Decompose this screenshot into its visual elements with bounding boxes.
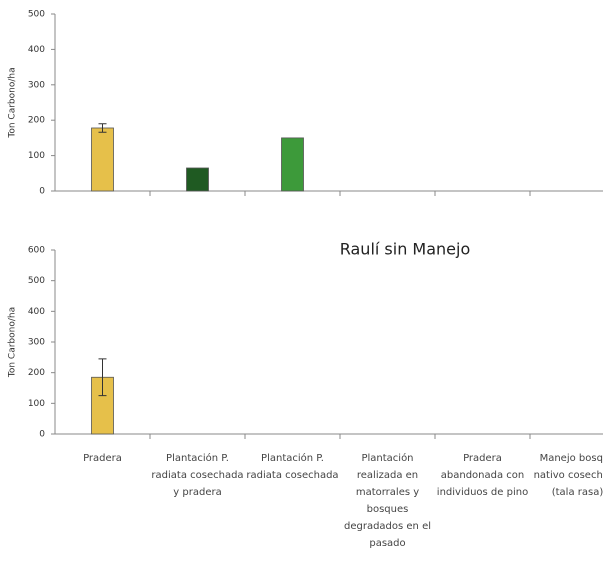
error-bar xyxy=(98,123,107,133)
y-tick-label: 100 xyxy=(28,399,45,409)
y-tick-label: 400 xyxy=(28,45,45,55)
y-tick-label: 200 xyxy=(28,368,45,378)
y-tick-label: 0 xyxy=(39,430,45,440)
bar xyxy=(91,127,114,192)
y-tick-label: 100 xyxy=(28,151,45,161)
x-tick-label: Pradera xyxy=(83,453,122,464)
y-tick-label: 500 xyxy=(28,276,45,286)
error-bar xyxy=(98,358,107,397)
y-axis-label: Ton Carbono/ha xyxy=(8,307,18,378)
chart-title: Raulí sin Manejo xyxy=(340,240,471,259)
y-tick-label: 300 xyxy=(28,80,45,90)
x-tick-label: Plantación P. radiata cosechada y prader… xyxy=(151,453,244,498)
y-axis-label: Ton Carbono/ha xyxy=(8,67,18,138)
y-tick-label: 300 xyxy=(28,338,45,348)
x-tick-label: Plantación P. radiata cosechada xyxy=(246,453,339,481)
x-tick-label: Plantación realizada en matorrales y bos… xyxy=(343,453,432,549)
y-tick-label: 200 xyxy=(28,116,45,126)
y-tick-label: 500 xyxy=(28,10,45,20)
bar xyxy=(186,167,209,192)
y-tick-label: 0 xyxy=(39,187,45,197)
bar xyxy=(281,137,304,192)
x-tick-label: Pradera abandonada con individuos de pin… xyxy=(436,453,529,498)
y-tick-label: 600 xyxy=(28,246,45,256)
x-tick-label: Manejo bosque nativo cosechado (tala ras… xyxy=(533,453,603,498)
y-tick-label: 400 xyxy=(28,307,45,317)
